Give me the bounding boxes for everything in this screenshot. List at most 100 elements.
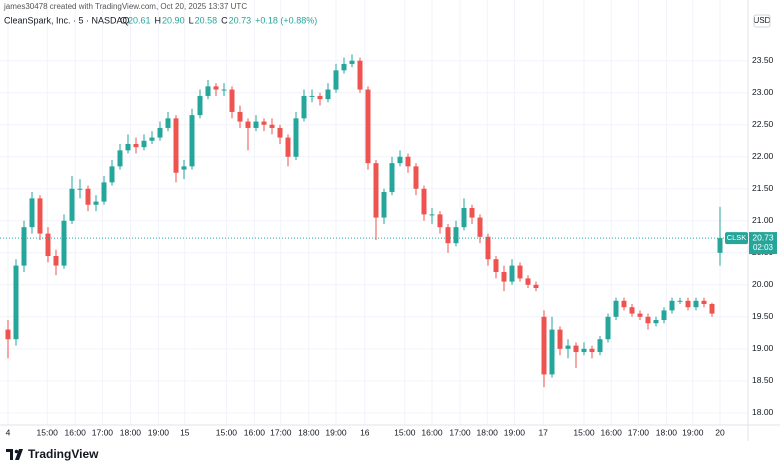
candle-body [597, 339, 603, 353]
candle-body [485, 236, 491, 260]
candle-body [637, 313, 643, 317]
candle-body [133, 143, 139, 148]
candle-body [413, 166, 419, 189]
candle-body [525, 278, 531, 285]
candle-body [245, 121, 251, 128]
x-tick-label: 17 [538, 427, 548, 437]
candle-body [365, 89, 371, 164]
candle-body [405, 156, 411, 167]
candle-body [277, 127, 283, 138]
candle-body [517, 265, 523, 279]
price-badge-text: 20.73 [752, 232, 774, 242]
currency-box [753, 14, 771, 28]
candle-body [605, 316, 611, 340]
candle-body [381, 191, 387, 218]
candle-body [693, 300, 699, 308]
y-tick-label: 22.00 [752, 151, 774, 161]
x-tick-label: 16 [360, 427, 370, 437]
candle-body [269, 124, 275, 128]
candle-body [13, 265, 19, 340]
candle-body [37, 198, 43, 234]
candle-body [77, 188, 83, 190]
candle-body [325, 89, 331, 100]
candle-body [709, 304, 715, 314]
candle-body [93, 201, 99, 205]
plot [0, 54, 748, 388]
candle-body [333, 70, 339, 90]
candle-body [421, 188, 427, 215]
footer: TradingView [6, 447, 99, 461]
ohlc-value: 20.73 [229, 15, 252, 25]
candle-body [61, 220, 67, 266]
candle-body [389, 163, 395, 192]
x-tick-label: 20 [715, 427, 725, 437]
x-tick-label: 19:00 [148, 427, 170, 437]
candle-body [629, 307, 635, 314]
brand: TradingView [28, 447, 99, 461]
candle-body [109, 166, 115, 183]
candle-body [341, 63, 347, 71]
candle-body [685, 300, 691, 308]
x-tick-label: 18:00 [120, 427, 142, 437]
x-tick-label: 18:00 [477, 427, 499, 437]
x-tick-label: 15:00 [573, 427, 595, 437]
x-tick-label: 17:00 [92, 427, 114, 437]
x-tick-label: 18:00 [298, 427, 320, 437]
x-tick-label: 16:00 [421, 427, 443, 437]
candle-body [101, 182, 107, 202]
candle-body [5, 329, 11, 340]
logo [6, 449, 23, 460]
x-tick-label: 17:00 [628, 427, 650, 437]
candle-body [581, 348, 587, 353]
credit: james30478 created with TradingView.com,… [3, 2, 247, 11]
x-tick-label: 16:00 [601, 427, 623, 437]
x-tick-label: 16:00 [244, 427, 266, 437]
candle-body [317, 95, 323, 100]
candle-body [149, 137, 155, 141]
candle-body [437, 214, 443, 228]
candle-body [477, 217, 483, 237]
candle-body [349, 60, 355, 64]
candle-body [213, 86, 219, 90]
grid [0, 0, 748, 425]
symbol-badge-text: CLSK [727, 233, 747, 242]
countdown: 02:03 [753, 243, 774, 252]
symbol-badge [725, 232, 748, 245]
y-tick-label: 19.50 [752, 311, 774, 321]
candle-body [85, 188, 91, 205]
y-tick-label: 18.00 [752, 407, 774, 417]
x-tick-label: 16:00 [65, 427, 87, 437]
change: +0.18 (+0.88%) [255, 15, 317, 25]
y-tick-label: 18.50 [752, 375, 774, 385]
x-tick-label: 15:00 [216, 427, 238, 437]
y-tick-label: 21.00 [752, 215, 774, 225]
candle-body [309, 95, 315, 97]
candle-body [653, 320, 659, 324]
candle-body [453, 227, 459, 244]
candle-body [29, 198, 35, 228]
x-tick-label: 15:00 [37, 427, 59, 437]
ohlc-label: C [221, 15, 228, 25]
candle-body [461, 207, 467, 228]
x-tick-label: 15:00 [394, 427, 416, 437]
candle-body [573, 345, 579, 353]
candle-body [669, 300, 675, 311]
candle-body [141, 140, 147, 148]
price-badge [749, 232, 777, 255]
y-tick-label: 23.00 [752, 87, 774, 97]
y-tick-label: 20.00 [752, 279, 774, 289]
candle-body [501, 271, 507, 282]
candle-body [397, 156, 403, 164]
ohlc-label: H [155, 15, 162, 25]
x-tick-label: 4 [6, 427, 11, 437]
candle-body [285, 137, 291, 157]
candle-body [157, 127, 163, 138]
candle-body [117, 150, 123, 167]
ohlc-value: 20.90 [162, 15, 185, 25]
candle-body [677, 300, 683, 302]
ohlc-label: L [189, 15, 194, 25]
candle-body [701, 300, 707, 305]
candle-body [173, 118, 179, 173]
